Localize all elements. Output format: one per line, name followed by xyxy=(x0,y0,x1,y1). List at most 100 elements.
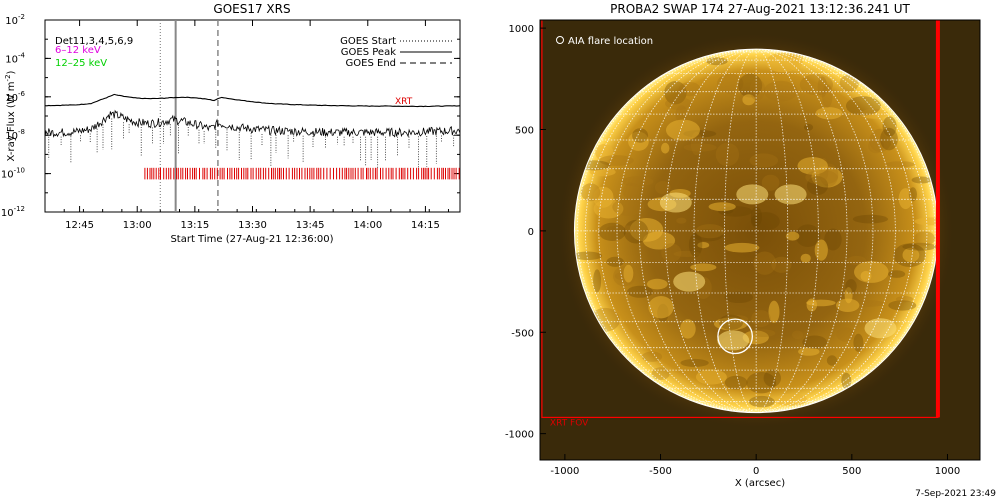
solar-texture-blob xyxy=(822,84,833,108)
lc-y-tick-label: 10-6 xyxy=(5,90,25,104)
lc-x-axis: 12:45 13:00 13:15 13:30 13:45 14:00 14:15 xyxy=(44,20,449,231)
solar-texture-blob xyxy=(683,143,717,152)
grid-longitude xyxy=(756,49,896,413)
solar-texture-blob xyxy=(869,128,892,152)
solar-texture-blob xyxy=(847,255,867,266)
lc-y-tick-label: 10-10 xyxy=(1,167,25,181)
solar-texture-blob xyxy=(606,256,624,267)
solar-texture-blob xyxy=(680,358,709,367)
solar-texture-blob xyxy=(724,375,748,390)
solar-texture-blob xyxy=(798,347,820,356)
swap-title: PROBA2 SWAP 174 27-Aug-2021 13:12:36.241… xyxy=(610,2,910,16)
xrt-fov-label: XRT FOV xyxy=(550,418,589,428)
swap-image-frame xyxy=(539,19,981,461)
solar-texture-blob xyxy=(763,369,781,387)
solar-texture-blob xyxy=(750,206,763,227)
solar-texture-blob xyxy=(752,329,776,338)
swap-x-axis: -1000 -500 0 500 1000 xyxy=(550,454,960,477)
active-region xyxy=(673,271,706,292)
solar-texture-blob xyxy=(753,251,777,275)
grid-longitude xyxy=(598,49,757,413)
solar-texture-blob xyxy=(805,170,838,185)
solar-texture-blob xyxy=(885,161,915,168)
solar-texture-blob xyxy=(646,278,668,290)
solar-texture-blob xyxy=(908,187,918,202)
solar-texture-blob xyxy=(621,176,654,187)
solar-texture-blob xyxy=(853,333,864,352)
solar-texture-blob xyxy=(661,142,670,154)
lc-x-tick-label: 12:45 xyxy=(65,220,94,231)
swap-x-tick-label: 500 xyxy=(842,466,861,477)
solar-texture-blob xyxy=(902,242,937,251)
grid-longitude xyxy=(576,49,757,413)
grid-longitude xyxy=(664,49,757,413)
solar-texture-blob xyxy=(629,218,664,242)
solar-texture-blob xyxy=(888,300,917,311)
solar-texture-blob xyxy=(771,256,792,273)
lc-y-tick-label: 10-2 xyxy=(5,13,25,27)
solar-texture-blob xyxy=(651,367,670,380)
grid-longitude xyxy=(756,49,914,413)
solar-texture-blob xyxy=(817,76,828,98)
solar-texture-blob xyxy=(761,174,780,191)
energy-band-low: 6–12 keV xyxy=(55,45,101,56)
lc-y-tick-label: 10-12 xyxy=(1,205,25,219)
lc-x-tick-label: 13:00 xyxy=(123,220,152,231)
legend-goes-peak: GOES Peak xyxy=(341,47,396,58)
grid-longitude xyxy=(756,49,874,413)
solar-texture-blob xyxy=(589,167,616,177)
solar-texture-blob xyxy=(627,285,653,298)
energy-band-high: 12–25 keV xyxy=(55,58,107,69)
solar-texture-blob xyxy=(750,212,780,231)
solar-texture-blob xyxy=(806,176,829,196)
solar-texture-blob xyxy=(911,176,932,184)
solar-texture-blob xyxy=(914,231,936,246)
solar-texture-blob xyxy=(632,128,649,143)
solar-texture-blob xyxy=(623,219,649,244)
grid-longitude xyxy=(639,49,757,413)
solar-texture-blob xyxy=(795,224,821,247)
xrt-coverage-label: XRT xyxy=(395,97,413,107)
solar-texture-blob xyxy=(845,279,857,294)
swap-y-axis: 1000 500 0 -500 -1000 xyxy=(505,24,546,441)
swap-x-tick-label: 1000 xyxy=(935,466,960,477)
solar-texture-blob xyxy=(800,253,811,263)
solar-texture-blob xyxy=(724,242,760,253)
solar-texture-blob xyxy=(826,355,838,366)
active-region xyxy=(864,318,897,339)
lc-x-tick-label: 14:15 xyxy=(411,220,440,231)
solar-texture-blob xyxy=(763,80,798,102)
lc-title: GOES17 XRS xyxy=(213,2,290,16)
solar-active-regions xyxy=(574,49,938,408)
swap-x-tick-label: -1000 xyxy=(550,466,579,477)
solar-texture-blob xyxy=(690,263,717,272)
solar-texture-blob xyxy=(695,369,727,385)
grid-longitude xyxy=(616,49,757,413)
grid-longitude xyxy=(724,49,757,413)
solar-texture-blob xyxy=(882,116,897,137)
swap-y-tick-label: 500 xyxy=(515,125,534,136)
lc-series-short xyxy=(45,109,460,138)
solar-texture-blob xyxy=(768,300,780,323)
solar-texture-blob xyxy=(880,127,898,151)
solar-texture-blob xyxy=(797,157,828,175)
solar-texture-blob xyxy=(845,96,881,116)
flare-legend-symbol xyxy=(556,36,564,44)
active-region xyxy=(736,184,769,205)
solar-texture-blob xyxy=(666,119,700,141)
lc-y-axis-label: X-ray Flux (W m-2) xyxy=(4,70,17,161)
solar-texture-blob xyxy=(888,270,906,278)
solar-texture-blob xyxy=(713,317,748,331)
solar-texture-blob xyxy=(785,231,800,241)
solar-texture-blob xyxy=(664,81,687,105)
solar-texture-blob xyxy=(598,222,626,241)
solar-texture-blob xyxy=(792,330,804,340)
solar-texture-blob xyxy=(898,188,913,210)
solar-texture-blob xyxy=(841,372,852,389)
swap-image-panel: PROBA2 SWAP 174 27-Aug-2021 13:12:36.241… xyxy=(505,2,996,499)
legend-goes-start: GOES Start xyxy=(340,36,396,47)
lc-x-axis-label: Start Time (27-Aug-21 12:36:00) xyxy=(170,234,333,245)
solar-texture-blob xyxy=(654,181,671,194)
solar-texture-blob xyxy=(774,393,808,406)
solar-texture-blob xyxy=(678,82,701,97)
